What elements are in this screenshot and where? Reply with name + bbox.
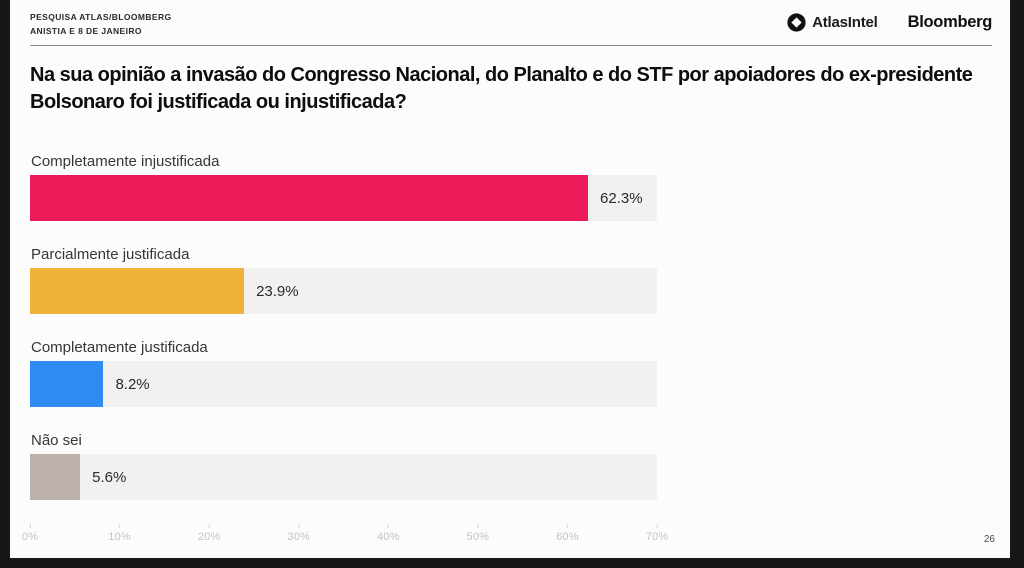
bar-fill <box>30 175 589 221</box>
bar-category-label: Parcialmente justificada <box>31 246 190 263</box>
bar-category-label: Completamente injustificada <box>31 153 220 170</box>
question-title: Na sua opinião a invasão do Congresso Na… <box>30 64 973 113</box>
tick-label: 50% <box>466 531 490 543</box>
x-axis-tick: 70% <box>646 524 669 543</box>
tick-label: 60% <box>556 531 579 543</box>
bar-fill <box>30 361 104 407</box>
survey-meta-line2: ANISTIA E 8 DE JANEIRO <box>30 26 142 36</box>
bar-value-label: 5.6% <box>92 468 127 486</box>
tick-mark <box>29 524 31 528</box>
x-axis-tick: 30% <box>287 524 310 543</box>
tick-mark <box>119 524 121 528</box>
slide-page: PESQUISA ATLAS/BLOOMBERG ANISTIA E 8 DE … <box>10 0 1010 558</box>
tick-mark <box>298 524 300 528</box>
bar-value-label: 23.9% <box>256 282 299 300</box>
bar-track: 5.6% <box>30 454 657 500</box>
x-axis: 0% 10% 20% 30% 40% 50% 60% 70% <box>22 524 668 552</box>
x-axis-tick: 20% <box>198 524 221 543</box>
survey-meta: PESQUISA ATLAS/BLOOMBERG ANISTIA E 8 DE … <box>30 10 172 38</box>
tick-mark <box>477 524 479 528</box>
bar-category-label: Não sei <box>31 432 82 449</box>
bar-track: 23.9% <box>30 268 657 314</box>
bar-fill <box>30 454 81 500</box>
tick-mark <box>208 524 210 528</box>
tick-mark <box>656 524 658 528</box>
bar-chart: Completamente injustificada 62.3% Parcialm… <box>22 152 992 552</box>
brand-logos: AtlasIntel Bloomberg <box>787 13 992 32</box>
tick-label: 30% <box>287 531 311 543</box>
tick-label: 0% <box>21 531 39 543</box>
page-number: 26 <box>983 534 995 545</box>
x-axis-tick: 0% <box>22 524 38 543</box>
bar-category-label: Completamente justificada <box>31 339 208 356</box>
atlasintel-logo: AtlasIntel <box>787 13 878 32</box>
bar-value-label: 62.3% <box>600 189 643 207</box>
bar-row: Não sei 5.6% <box>30 431 992 500</box>
bar-track: 8.2% <box>30 361 657 407</box>
bar-row: Parcialmente justificada 23.9% <box>30 245 992 314</box>
tick-label: 70% <box>645 531 669 543</box>
bar-value-label: 8.2% <box>115 375 150 393</box>
tick-mark <box>387 524 389 528</box>
atlasintel-diamond-icon <box>787 13 806 32</box>
tick-label: 40% <box>376 531 400 543</box>
tick-label: 20% <box>197 531 221 543</box>
bar-row: Completamente injustificada 62.3% <box>30 152 992 221</box>
bar-fill <box>30 268 245 314</box>
x-axis-tick: 10% <box>108 524 131 543</box>
chart-rows: Completamente injustificada 62.3% Parcialm… <box>30 152 992 500</box>
atlasintel-wordmark: AtlasIntel <box>812 14 878 31</box>
bloomberg-wordmark: Bloomberg <box>907 13 993 31</box>
x-axis-tick: 40% <box>377 524 400 543</box>
tick-label: 10% <box>108 531 131 543</box>
header-divider <box>30 45 992 46</box>
x-axis-tick: 60% <box>556 524 579 543</box>
bar-row: Completamente justificada 8.2% <box>30 338 992 407</box>
x-axis-tick: 50% <box>467 524 490 543</box>
bar-track: 62.3% <box>30 175 657 221</box>
survey-meta-line1: PESQUISA ATLAS/BLOOMBERG <box>30 12 172 22</box>
tick-mark <box>566 524 568 528</box>
header: PESQUISA ATLAS/BLOOMBERG ANISTIA E 8 DE … <box>30 0 992 38</box>
